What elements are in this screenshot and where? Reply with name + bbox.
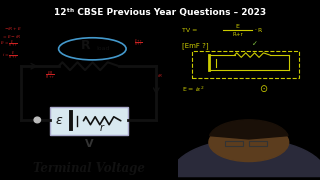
Text: $iR$: $iR$ xyxy=(157,72,163,79)
Bar xyxy=(225,141,243,146)
Text: load: load xyxy=(96,46,109,51)
Wedge shape xyxy=(210,120,288,139)
Text: $-iR+E$: $-iR+E$ xyxy=(4,25,21,32)
Wedge shape xyxy=(171,139,320,177)
Text: [EmF ?]: [EmF ?] xyxy=(182,42,209,49)
Text: $E' = \frac{E}{R+r}$: $E' = \frac{E}{R+r}$ xyxy=(0,39,18,50)
Text: $\varepsilon$: $\varepsilon$ xyxy=(55,114,64,127)
Text: Terminal Voltage: Terminal Voltage xyxy=(33,162,145,176)
Text: $\frac{ER}{R+r}$: $\frac{ER}{R+r}$ xyxy=(45,70,55,81)
FancyBboxPatch shape xyxy=(50,107,128,135)
Text: $i= \frac{E}{R+r}$: $i= \frac{E}{R+r}$ xyxy=(2,50,18,62)
Text: ⊙: ⊙ xyxy=(259,84,267,94)
Text: V: V xyxy=(84,139,93,149)
Text: TV =: TV = xyxy=(182,28,197,33)
Text: r: r xyxy=(100,123,104,133)
Circle shape xyxy=(209,123,289,161)
Text: $\cdot$ R: $\cdot$ R xyxy=(254,26,265,34)
Text: E = $i\varepsilon^2$: E = $i\varepsilon^2$ xyxy=(182,85,205,94)
Text: 12ᵗʰ CBSE Previous Year Questions – 2023: 12ᵗʰ CBSE Previous Year Questions – 2023 xyxy=(54,8,266,17)
Circle shape xyxy=(34,117,41,123)
Bar xyxy=(249,141,267,146)
Text: ✓: ✓ xyxy=(252,41,258,47)
Text: R: R xyxy=(80,39,90,52)
Text: E: E xyxy=(236,24,239,29)
Text: $= E-iR$: $= E-iR$ xyxy=(2,33,21,40)
Text: R+r: R+r xyxy=(232,32,243,37)
Text: $\frac{E+r}{R+r}$: $\frac{E+r}{R+r}$ xyxy=(134,38,143,49)
